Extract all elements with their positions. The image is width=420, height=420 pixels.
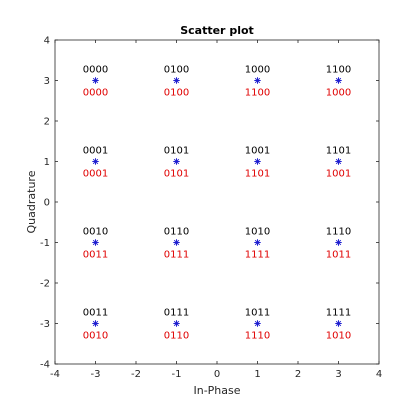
data-point-marker xyxy=(335,239,342,246)
data-point-group: 0001 0001 xyxy=(83,146,108,180)
y-tick-label: 1 xyxy=(44,157,50,168)
point-label-top: 1011 xyxy=(245,308,270,319)
chart-title: Scatter plot xyxy=(180,24,254,37)
data-point-group: 0110 0111 xyxy=(164,227,189,261)
data-point-group: 1001 1101 xyxy=(245,146,270,180)
point-label-top: 1000 xyxy=(245,65,270,76)
data-point-marker xyxy=(173,239,180,246)
data-point-marker xyxy=(335,320,342,327)
data-point-marker xyxy=(254,320,261,327)
x-tick-label: 4 xyxy=(376,369,382,380)
data-point-group: 1111 1010 xyxy=(326,308,351,342)
point-label-bottom: 0110 xyxy=(164,331,189,342)
point-label-bottom: 1001 xyxy=(326,169,351,180)
point-label-top: 0011 xyxy=(83,308,108,319)
point-label-top: 0101 xyxy=(164,146,189,157)
point-label-top: 0111 xyxy=(164,308,189,319)
point-label-bottom: 0100 xyxy=(164,88,189,99)
point-label-bottom: 1000 xyxy=(326,88,351,99)
data-point-marker xyxy=(92,158,99,165)
y-tick-label: 3 xyxy=(44,76,50,87)
x-tick-label: -4 xyxy=(50,369,60,380)
point-label-top: 0001 xyxy=(83,146,108,157)
data-point-group: 1011 1110 xyxy=(245,308,270,342)
data-point-marker xyxy=(254,158,261,165)
point-label-bottom: 1100 xyxy=(245,88,270,99)
x-tick-label: -3 xyxy=(91,369,101,380)
point-label-top: 1010 xyxy=(245,227,270,238)
point-label-top: 1101 xyxy=(326,146,351,157)
data-points: 0000000001000100100011001100100000010001… xyxy=(83,65,351,342)
point-label-bottom: 0101 xyxy=(164,169,189,180)
x-tick-label: -1 xyxy=(172,369,182,380)
point-label-top: 1110 xyxy=(326,227,351,238)
data-point-group: 0101 0101 xyxy=(164,146,189,180)
data-point-group: 1000 1100 xyxy=(245,65,270,99)
point-label-bottom: 1010 xyxy=(326,331,351,342)
data-point-group: 1101 1001 xyxy=(326,146,351,180)
data-point-marker xyxy=(173,320,180,327)
point-label-bottom: 1011 xyxy=(326,250,351,261)
data-point-marker xyxy=(335,77,342,84)
point-label-top: 1111 xyxy=(326,308,351,319)
data-point-marker xyxy=(92,320,99,327)
x-tick-label: -2 xyxy=(131,369,141,380)
y-tick-label: -4 xyxy=(40,360,50,371)
axis-ticks: -4 -3 -2 -1 0 1 2 3 4 -4 -3 -2 -1 0 1 2 3 4 xyxy=(40,36,382,381)
point-label-top: 1100 xyxy=(326,65,351,76)
point-label-bottom: 0001 xyxy=(83,169,108,180)
data-point-marker xyxy=(173,77,180,84)
data-point-marker xyxy=(92,77,99,84)
data-point-marker xyxy=(254,77,261,84)
y-axis-label: Quadrature xyxy=(25,170,38,233)
point-label-top: 0000 xyxy=(83,65,108,76)
data-point-group: 0000 0000 xyxy=(83,65,108,99)
point-label-bottom: 0111 xyxy=(164,250,189,261)
plot-frame xyxy=(54,39,380,365)
x-axis-label: In-Phase xyxy=(193,384,240,397)
x-tick-label: 1 xyxy=(254,369,260,380)
data-point-marker xyxy=(254,239,261,246)
point-label-top: 0110 xyxy=(164,227,189,238)
data-point-marker xyxy=(173,158,180,165)
point-label-bottom: 1111 xyxy=(245,250,270,261)
point-label-top: 1001 xyxy=(245,146,270,157)
point-label-bottom: 1110 xyxy=(245,331,270,342)
data-point-group: 0111 0110 xyxy=(164,308,189,342)
data-point-group: 0100 0100 xyxy=(164,65,189,99)
point-label-bottom: 1101 xyxy=(245,169,270,180)
point-label-top: 0100 xyxy=(164,65,189,76)
y-tick-label: 4 xyxy=(44,36,50,47)
y-tick-label: -1 xyxy=(40,238,50,249)
y-tick-label: 0 xyxy=(44,198,50,209)
data-point-group: 0010 0011 xyxy=(83,227,108,261)
point-label-top: 0010 xyxy=(83,227,108,238)
x-tick-label: 0 xyxy=(214,369,220,380)
x-tick-label: 2 xyxy=(295,369,301,380)
data-point-group: 1100 1000 xyxy=(326,65,351,99)
point-label-bottom: 0000 xyxy=(83,88,108,99)
data-point-group: 1010 1111 xyxy=(245,227,270,261)
data-point-marker xyxy=(92,239,99,246)
y-tick-label: -2 xyxy=(40,279,50,290)
data-point-marker xyxy=(335,158,342,165)
data-point-group: 1110 1011 xyxy=(326,227,351,261)
point-label-bottom: 0010 xyxy=(83,331,108,342)
data-point-group: 0011 0010 xyxy=(83,308,108,342)
x-tick-label: 3 xyxy=(335,369,341,380)
y-tick-label: 2 xyxy=(44,117,50,128)
y-tick-label: -3 xyxy=(40,319,50,330)
point-label-bottom: 0011 xyxy=(83,250,108,261)
plot-area xyxy=(55,40,379,364)
